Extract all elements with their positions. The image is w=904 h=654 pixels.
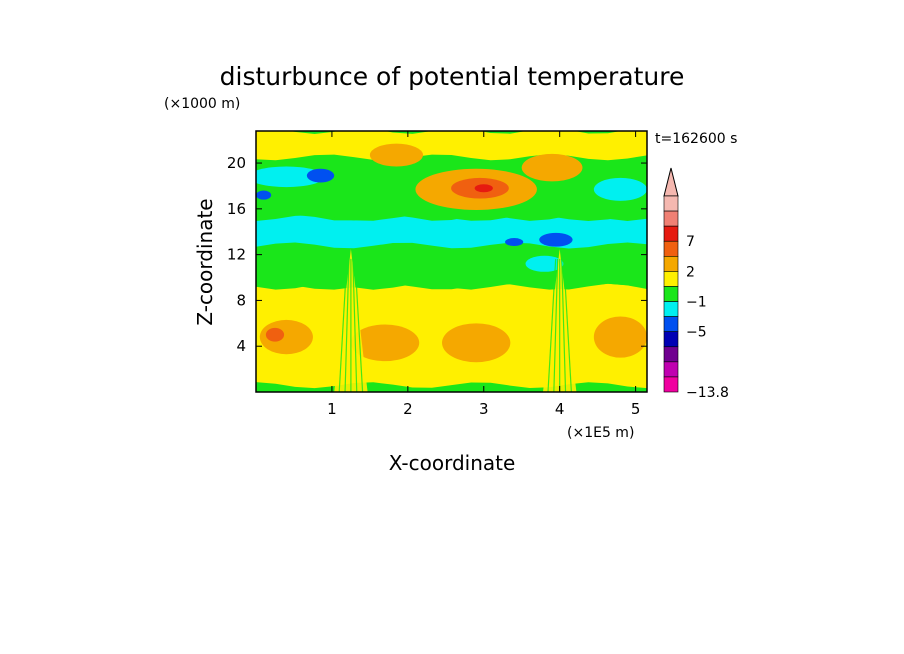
y-tick-label: 12 xyxy=(227,246,246,264)
colorbar-swatch xyxy=(663,195,679,212)
colorbar-label: −1 xyxy=(686,295,707,311)
contour-blob xyxy=(525,255,564,272)
contour-blob xyxy=(256,190,272,200)
contour-plume-streak xyxy=(338,258,348,392)
colorbar-swatch xyxy=(663,361,679,378)
contour-band xyxy=(256,242,647,290)
x-unit-label: (×1E5 m) xyxy=(567,425,634,441)
colorbar-label: −5 xyxy=(686,325,707,341)
colorbar-label: −13.8 xyxy=(686,385,729,401)
contour-blob xyxy=(256,166,325,188)
y-tick-label: 4 xyxy=(236,337,246,355)
contour-blob xyxy=(505,238,524,247)
contour-blob xyxy=(593,316,647,358)
plot-frame xyxy=(255,130,648,393)
y-axis-label: Z-coordinate xyxy=(193,198,217,325)
colorbar-swatch xyxy=(663,256,679,272)
contour-blob xyxy=(474,184,493,193)
colorbar-swatch xyxy=(663,301,679,317)
x-tick-label: 4 xyxy=(555,400,565,418)
x-tick-label: 2 xyxy=(403,400,413,418)
colorbar-max-arrow xyxy=(663,167,679,197)
contour-field xyxy=(256,131,647,392)
x-axis-label: X-coordinate xyxy=(389,451,516,475)
contour-blob xyxy=(350,324,420,362)
colorbar-swatch xyxy=(663,225,679,242)
contour-plume-streak xyxy=(563,258,572,392)
x-tick-label: 3 xyxy=(479,400,489,418)
chart-title: disturbunce of potential temperature xyxy=(220,62,685,91)
contour-blob xyxy=(306,168,335,183)
colorbar-swatch xyxy=(663,376,679,393)
colorbar-swatch xyxy=(663,210,679,227)
colorbar-label: 7 xyxy=(686,234,695,250)
contour-blob xyxy=(593,177,647,201)
colorbar: 7 2 −1 −5 −13.8 xyxy=(663,167,729,401)
colorbar-swatch xyxy=(663,316,679,332)
contour-plume-streak xyxy=(553,258,559,392)
x-tick-label: 5 xyxy=(631,400,641,418)
contour-blob xyxy=(442,323,511,363)
time-label: t=162600 s xyxy=(655,131,737,147)
y-axis: 4 8 12 16 20 xyxy=(227,154,647,355)
contour-plume-streak xyxy=(344,258,350,392)
colorbar-swatch xyxy=(663,286,679,302)
contour-blob xyxy=(539,232,573,247)
y-tick-label: 20 xyxy=(227,154,246,172)
y-tick-label: 16 xyxy=(227,200,246,218)
colorbar-label: 2 xyxy=(686,264,695,280)
contour-plume-streak xyxy=(561,258,567,392)
contour-blob xyxy=(369,143,424,167)
x-axis: 1 2 3 4 5 xyxy=(327,131,640,418)
x-tick-label: 1 xyxy=(327,400,337,418)
contour-plume-streak xyxy=(354,258,364,392)
contour-plume-streak xyxy=(352,258,358,392)
colorbar-swatch xyxy=(663,331,679,348)
contour-plume-streak xyxy=(547,258,557,392)
colorbar-swatch xyxy=(663,346,679,363)
contour-blob xyxy=(265,327,285,342)
contour-band xyxy=(256,131,647,161)
y-unit-label: (×1000 m) xyxy=(164,96,240,112)
y-tick-label: 8 xyxy=(236,291,246,309)
colorbar-swatch xyxy=(663,240,679,257)
contour-blob xyxy=(521,153,583,182)
colorbar-swatch xyxy=(663,271,679,287)
